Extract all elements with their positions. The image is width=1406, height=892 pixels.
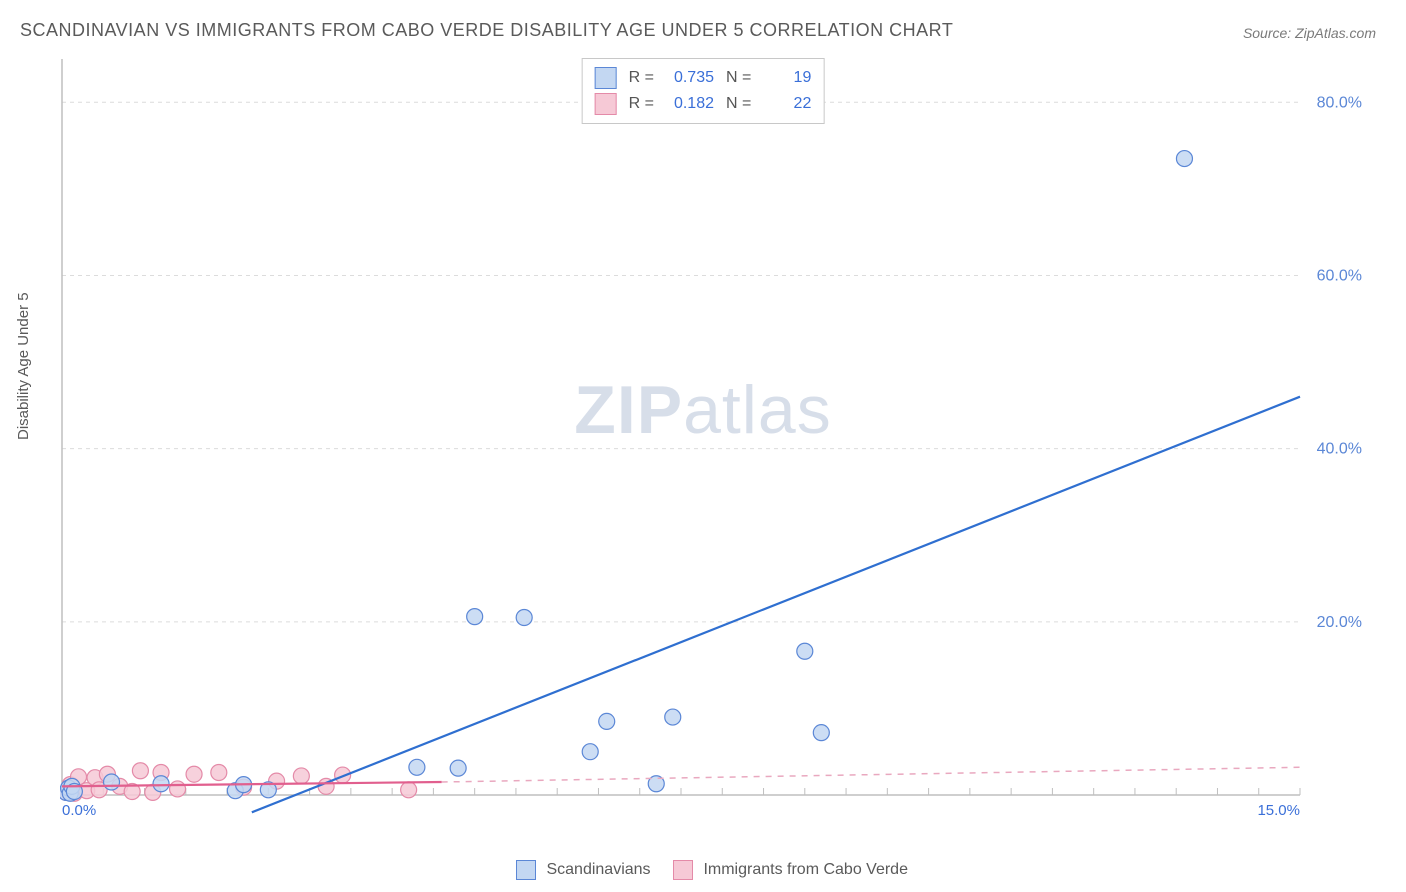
svg-text:20.0%: 20.0% [1317,614,1362,631]
stat-row: R = 0.182 N = 22 [595,91,812,117]
correlation-stat-box: R = 0.735 N = 19 R = 0.182 N = 22 [582,58,825,124]
legend-swatch [673,860,693,880]
stat-value-r: 0.182 [666,91,714,117]
stat-label: N = [726,91,751,117]
svg-text:0.0%: 0.0% [62,802,96,819]
chart-title: SCANDINAVIAN VS IMMIGRANTS FROM CABO VER… [20,20,953,41]
legend-swatch [516,860,536,880]
stat-label: N = [726,65,751,91]
legend: Scandinavians Immigrants from Cabo Verde [0,860,1406,880]
source-attribution: Source: ZipAtlas.com [1243,25,1376,41]
legend-label: Scandinavians [546,861,650,878]
y-axis-label: Disability Age Under 5 [15,292,32,440]
svg-text:40.0%: 40.0% [1317,441,1362,458]
svg-text:15.0%: 15.0% [1257,802,1300,819]
stat-row: R = 0.735 N = 19 [595,65,812,91]
stat-value-n: 22 [763,91,811,117]
svg-text:80.0%: 80.0% [1317,94,1362,111]
chart-container: SCANDINAVIAN VS IMMIGRANTS FROM CABO VER… [0,0,1406,892]
stat-label: R = [629,65,654,91]
stat-label: R = [629,91,654,117]
series-swatch [595,93,617,115]
svg-text:60.0%: 60.0% [1317,267,1362,284]
legend-label: Immigrants from Cabo Verde [703,861,908,878]
series-swatch [595,67,617,89]
scatter-plot: 0.0% 15.0% 20.0% 40.0% 60.0% 80.0% [60,55,1370,825]
stat-value-n: 19 [763,65,811,91]
stat-value-r: 0.735 [666,65,714,91]
